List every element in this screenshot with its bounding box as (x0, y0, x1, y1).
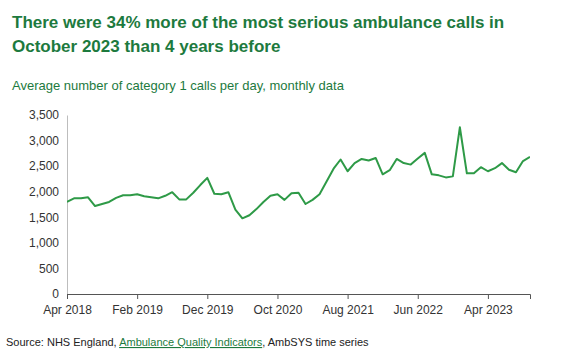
y-tick: 2,500 (29, 159, 67, 173)
line (67, 127, 530, 218)
y-tick: 0 (52, 287, 67, 301)
y-tick: 2,000 (29, 185, 67, 199)
source-part: Source: NHS England, (6, 336, 119, 348)
x-tick-label: Dec 2019 (182, 303, 234, 317)
subtitle: Average number of category 1 calls per d… (12, 78, 345, 93)
x-tick-mark (488, 294, 489, 299)
x-tick-mark (418, 294, 419, 299)
x-tick-mark (207, 294, 208, 299)
x-axis-line (68, 295, 531, 300)
x-tick-mark (277, 294, 278, 299)
x-tick: Apr 2023 (464, 294, 513, 317)
x-tick-label: Feb 2019 (112, 303, 163, 317)
x-tick: Jun 2022 (394, 294, 444, 317)
source-part: , AmbSYS time series (262, 336, 369, 348)
x-tick-mark (67, 294, 68, 299)
source-part: Ambulance Quality Indicators (119, 336, 263, 348)
y-tick-label: 1,500 (29, 211, 59, 225)
y-axis: 0 500 1,000 1,500 2,000 2,500 3,000 3,500 (29, 108, 68, 301)
title: There were 34% more of the most serious … (12, 13, 504, 56)
x-axis: Apr 2018 Feb 2019 Dec 2019 Oct 2020 Aug 2021… (43, 294, 530, 317)
x-tick-label: Oct 2020 (254, 303, 303, 317)
x-tick-label: Jun 2022 (394, 303, 444, 317)
x-tick-label: Apr 2018 (43, 303, 92, 317)
y-tick-label: 3,000 (29, 134, 59, 148)
x-tick-mark (348, 294, 349, 299)
x-tick: Oct 2020 (254, 294, 303, 317)
x-tick: Apr 2018 (43, 294, 92, 317)
x-tick-label: Apr 2023 (464, 303, 513, 317)
y-axis-line (67, 116, 68, 295)
y-tick: 1,000 (29, 236, 67, 250)
x-tick: Dec 2019 (182, 294, 234, 317)
y-tick-label: 0 (52, 287, 59, 301)
y-tick: 3,500 (29, 108, 67, 122)
title-line: October 2023 than 4 years before (12, 37, 280, 56)
source: Source: NHS England, Ambulance Quality I… (6, 336, 369, 348)
y-tick-label: 2,000 (29, 185, 59, 199)
y-tick-label: 2,500 (29, 159, 59, 173)
x-tick-label: Aug 2021 (322, 303, 374, 317)
y-tick-label: 3,500 (29, 108, 59, 122)
x-tick-mark (137, 294, 138, 299)
y-tick-label: 1,000 (29, 236, 59, 250)
y-tick-label: 500 (39, 262, 59, 276)
y-tick: 3,000 (29, 134, 67, 148)
chart: There were 34% more of the most serious … (0, 0, 565, 356)
x-tick: Feb 2019 (112, 294, 163, 317)
x-tick: Aug 2021 (322, 294, 374, 317)
title-line: There were 34% more of the most serious … (12, 13, 504, 32)
plot-area (67, 127, 530, 218)
y-tick: 500 (39, 262, 67, 276)
y-tick: 1,500 (29, 211, 67, 225)
